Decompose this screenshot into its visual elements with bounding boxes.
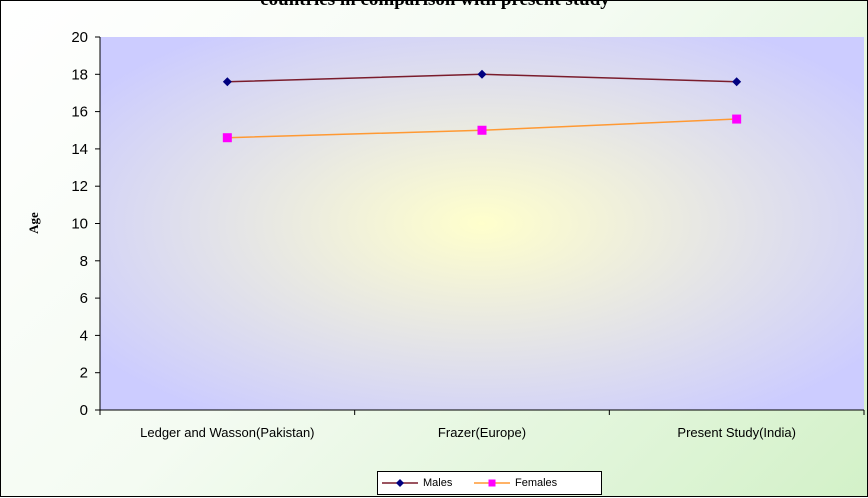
y-tick-label: 0: [80, 402, 88, 419]
legend-label: Males: [423, 477, 453, 489]
y-tick-label: 20: [71, 29, 88, 46]
x-tick-label: Present Study(India): [677, 425, 796, 440]
chart-title: countries in comparison with present stu…: [1, 0, 868, 11]
y-tick-label: 2: [80, 365, 88, 382]
y-tick-label: 6: [80, 290, 88, 307]
plot-area: [100, 37, 864, 410]
legend-line-icon: [474, 479, 510, 487]
data-point-males: [477, 69, 487, 79]
legend: Males Females: [377, 471, 602, 495]
data-point-females: [222, 133, 232, 143]
data-point-females: [477, 125, 487, 135]
data-point-males: [222, 77, 232, 87]
legend-entry-males: Males: [382, 472, 452, 494]
x-tick-label: Ledger and Wasson(Pakistan): [140, 425, 314, 440]
legend-line-icon: [382, 479, 418, 487]
y-axis-label: Age: [26, 212, 41, 234]
y-tick-label: 14: [71, 141, 88, 158]
y-tick-label: 16: [71, 104, 88, 121]
y-tick-label: 8: [80, 253, 88, 270]
legend-label: Females: [515, 477, 558, 489]
legend-entry-females: Females: [474, 472, 557, 494]
x-tick-label: Frazer(Europe): [438, 425, 526, 440]
y-tick-label: 4: [80, 327, 88, 344]
y-tick-label: 18: [71, 66, 88, 83]
y-tick-label: 10: [71, 216, 88, 233]
data-point-females: [732, 114, 742, 124]
data-point-males: [732, 77, 742, 87]
y-tick-label: 12: [71, 178, 88, 195]
